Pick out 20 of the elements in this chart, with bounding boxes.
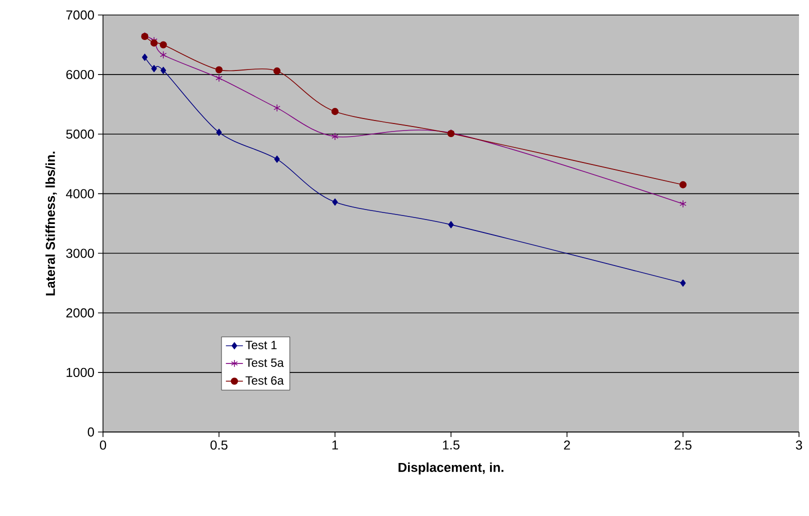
x-tick-label: 1: [332, 440, 338, 450]
y-tick-label: 3000: [66, 248, 94, 258]
y-tick-label: 4000: [66, 189, 94, 198]
x-tick-label: 1.5: [442, 440, 460, 450]
y-axis-title: Lateral Stiffness, lbs/in.: [45, 152, 57, 296]
y-tick-label: 7000: [66, 10, 94, 20]
x-tick-label: 2.5: [674, 440, 692, 450]
x-tick-label: 0.5: [210, 440, 228, 450]
y-tick-label: 6000: [66, 70, 94, 80]
x-tick-label: 3: [796, 440, 802, 450]
x-tick-label: 2: [564, 440, 570, 450]
legend-label: Test 5a: [246, 358, 284, 367]
y-tick-label: 0: [88, 427, 94, 437]
legend-label: Test 1: [246, 340, 277, 350]
x-tick-label: 0: [100, 440, 106, 450]
x-axis-title: Displacement, in.: [398, 462, 504, 475]
y-tick-label: 1000: [66, 368, 94, 378]
y-tick-label: 5000: [66, 130, 94, 139]
legend-label: Test 6a: [246, 376, 284, 385]
y-tick-label: 2000: [66, 308, 94, 318]
